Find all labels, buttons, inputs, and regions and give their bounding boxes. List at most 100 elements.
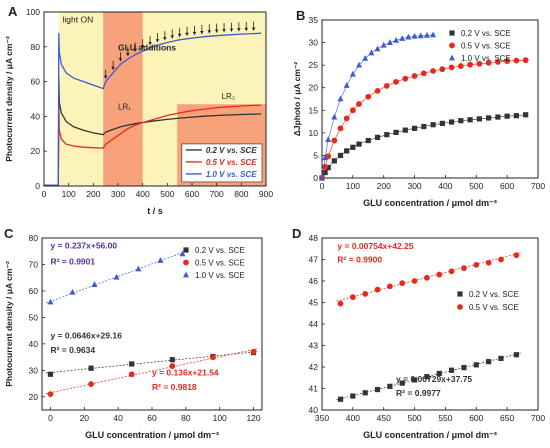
y-tick-label: 40 bbox=[31, 111, 41, 121]
legend-label: 1.0 V vs. SCE bbox=[195, 271, 245, 280]
y-tick-label: 42 bbox=[309, 362, 319, 372]
panel-letter: C bbox=[4, 226, 14, 241]
x-tick-label: 200 bbox=[86, 189, 100, 199]
legend-label: 0.5 V vs. SCE bbox=[206, 158, 257, 167]
data-point bbox=[476, 60, 483, 67]
legend-label: 0.5 V vs. SCE bbox=[461, 42, 511, 51]
data-point bbox=[513, 57, 520, 64]
data-point bbox=[325, 165, 331, 171]
x-tick-label: 0 bbox=[42, 189, 47, 199]
lr2-label: LR₂ bbox=[222, 92, 235, 101]
data-point bbox=[448, 64, 455, 71]
data-point bbox=[423, 31, 430, 38]
data-point bbox=[47, 391, 54, 398]
data-point bbox=[319, 174, 325, 181]
data-point bbox=[424, 374, 430, 380]
data-point bbox=[380, 41, 387, 48]
panel-letter: D bbox=[292, 226, 301, 241]
y-tick-label: 45 bbox=[309, 298, 319, 308]
data-point bbox=[485, 259, 492, 266]
data-point bbox=[374, 286, 381, 293]
data-point bbox=[337, 300, 344, 307]
x-tick-label: 100 bbox=[62, 189, 76, 199]
x-tick-label: 300 bbox=[407, 181, 421, 191]
data-point bbox=[504, 113, 510, 119]
data-point bbox=[486, 359, 492, 365]
legend-label: 0.2 V vs. SCE bbox=[206, 146, 257, 155]
y-tick-label: 47 bbox=[309, 255, 319, 265]
data-point bbox=[523, 112, 529, 118]
y-tick-label: 80 bbox=[31, 42, 41, 52]
x-tick-label: 400 bbox=[136, 189, 150, 199]
equation: y = 0.0646x+29.16 bbox=[50, 331, 122, 341]
data-point bbox=[356, 101, 362, 107]
glu-arrow-head bbox=[126, 52, 130, 56]
data-point bbox=[88, 381, 94, 387]
y-tick-label: 60 bbox=[31, 77, 41, 87]
data-point bbox=[436, 271, 443, 278]
data-point bbox=[522, 57, 529, 64]
glu-arrow-head bbox=[163, 37, 167, 41]
r-squared: R² = 0.9818 bbox=[152, 382, 197, 392]
data-point bbox=[384, 132, 390, 138]
glu-arrow-head bbox=[185, 32, 189, 36]
data-point bbox=[47, 371, 54, 377]
y-tick-label: 48 bbox=[309, 233, 319, 243]
data-point bbox=[337, 95, 344, 102]
x-axis-label: GLU concentration / μmol dm⁻³ bbox=[85, 430, 219, 440]
x-tick-label: 600 bbox=[469, 413, 483, 423]
y-tick-label: 20 bbox=[29, 392, 39, 402]
data-point bbox=[430, 68, 436, 74]
data-point bbox=[458, 118, 464, 124]
data-point bbox=[387, 383, 393, 389]
shaded-region bbox=[103, 12, 143, 186]
data-point bbox=[383, 83, 390, 89]
data-point bbox=[430, 122, 436, 128]
fit-line bbox=[46, 351, 258, 374]
y-tick-label: 0 bbox=[35, 181, 40, 191]
y-tick-label: 30 bbox=[29, 365, 39, 375]
y-tick-label: 10 bbox=[309, 128, 319, 138]
x-tick-label: 500 bbox=[160, 189, 174, 199]
glu-arrow-head bbox=[118, 58, 123, 62]
data-point bbox=[411, 278, 418, 284]
legend-marker bbox=[183, 259, 189, 266]
data-point bbox=[344, 148, 350, 154]
data-point bbox=[322, 154, 329, 161]
data-point bbox=[457, 63, 464, 69]
data-point bbox=[386, 283, 393, 290]
data-point bbox=[417, 32, 424, 39]
series-line bbox=[44, 104, 262, 186]
x-tick-label: 400 bbox=[438, 181, 452, 191]
y-axis-label: Photocurrent density / μA cm⁻² bbox=[4, 36, 14, 162]
data-point bbox=[128, 371, 135, 378]
data-point bbox=[420, 70, 427, 77]
x-tick-label: 500 bbox=[469, 181, 483, 191]
y-tick-label: 35 bbox=[309, 15, 319, 25]
data-point bbox=[350, 144, 356, 150]
x-tick-label: 20 bbox=[80, 413, 90, 423]
r-squared: R² = 0.9900 bbox=[337, 255, 382, 265]
glu-arrow-head bbox=[244, 27, 249, 31]
data-point bbox=[436, 370, 442, 377]
r-squared: R² = 0.9977 bbox=[396, 388, 441, 398]
y-tick-label: 100 bbox=[26, 7, 40, 17]
x-tick-label: 100 bbox=[213, 413, 227, 423]
data-point bbox=[331, 137, 338, 144]
r-squared: R² = 0.9634 bbox=[50, 345, 95, 355]
y-tick-label: 40 bbox=[309, 405, 319, 415]
legend-label: 0.2 V vs. SCE bbox=[461, 29, 511, 38]
data-point bbox=[368, 49, 375, 56]
legend-label: 1.0 V vs. SCE bbox=[461, 54, 511, 63]
glu-arrow-head bbox=[237, 28, 241, 32]
y-tick-label: 0 bbox=[313, 173, 318, 183]
equation: y = 0.237x+56.00 bbox=[50, 241, 117, 251]
data-point bbox=[467, 117, 473, 123]
x-tick-label: 40 bbox=[113, 413, 123, 423]
glu-arrow-head bbox=[148, 42, 152, 46]
y-tick-label: 20 bbox=[31, 146, 41, 156]
y-tick-label: 5 bbox=[313, 150, 318, 160]
x-tick-label: 120 bbox=[246, 413, 260, 423]
x-tick-label: 550 bbox=[438, 413, 452, 423]
x-tick-label: 400 bbox=[346, 413, 360, 423]
